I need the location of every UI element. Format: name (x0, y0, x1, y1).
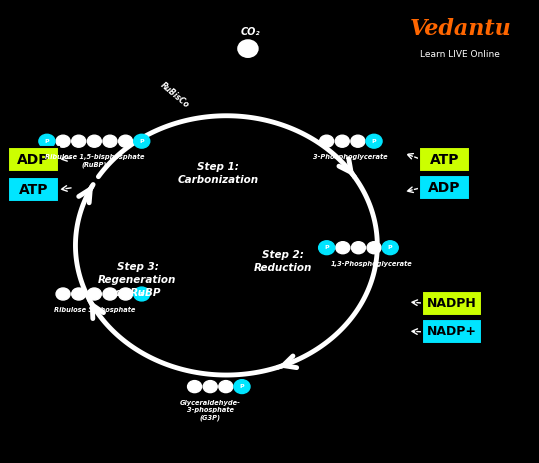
Text: Ribulose 5-phosphate: Ribulose 5-phosphate (54, 307, 135, 313)
Circle shape (72, 288, 86, 300)
Circle shape (56, 288, 70, 300)
Text: Step 2:
Reduction: Step 2: Reduction (254, 250, 312, 273)
Circle shape (103, 288, 117, 300)
Text: ADP: ADP (429, 181, 461, 194)
FancyBboxPatch shape (8, 177, 59, 202)
Circle shape (219, 381, 233, 393)
Text: Learn LIVE Online: Learn LIVE Online (420, 50, 500, 59)
Text: Ribulose 1,5-bisphosphate
(RuBP): Ribulose 1,5-bisphosphate (RuBP) (45, 154, 144, 168)
Text: Step 3:
Regeneration
of RuBP: Step 3: Regeneration of RuBP (98, 262, 177, 298)
Text: P: P (140, 139, 144, 144)
Circle shape (238, 40, 258, 57)
Circle shape (351, 135, 365, 147)
Text: RuBisCo: RuBisCo (159, 80, 191, 110)
Circle shape (119, 135, 133, 147)
Circle shape (119, 288, 133, 300)
Circle shape (203, 381, 217, 393)
Text: Glyceraldehyde-
3-phosphate
(G3P): Glyceraldehyde- 3-phosphate (G3P) (180, 400, 240, 421)
Circle shape (134, 287, 150, 301)
Text: P: P (388, 245, 392, 250)
Circle shape (336, 242, 350, 254)
FancyBboxPatch shape (419, 147, 470, 172)
Circle shape (335, 135, 349, 147)
FancyBboxPatch shape (421, 319, 482, 344)
Text: P: P (324, 245, 329, 250)
Text: ATP: ATP (19, 183, 48, 197)
Text: Step 1:
Carbonization: Step 1: Carbonization (178, 162, 259, 185)
FancyBboxPatch shape (8, 147, 59, 172)
Circle shape (134, 134, 150, 148)
Circle shape (319, 241, 335, 255)
Text: NADPH: NADPH (427, 297, 476, 310)
Circle shape (382, 241, 398, 255)
Circle shape (72, 135, 86, 147)
Text: 1,3-Phosphoglycerate: 1,3-Phosphoglycerate (331, 261, 413, 267)
Circle shape (366, 134, 382, 148)
Text: P: P (372, 139, 376, 144)
Text: P: P (45, 139, 49, 144)
Text: P: P (140, 292, 144, 296)
FancyBboxPatch shape (419, 175, 470, 200)
FancyBboxPatch shape (421, 291, 482, 316)
Circle shape (87, 288, 101, 300)
Circle shape (367, 242, 381, 254)
Circle shape (87, 135, 101, 147)
Circle shape (234, 380, 250, 394)
Text: 3-Phosphoglycerate: 3-Phosphoglycerate (313, 154, 388, 160)
Circle shape (188, 381, 202, 393)
Text: ADP: ADP (17, 153, 50, 167)
Circle shape (39, 134, 55, 148)
Circle shape (103, 135, 117, 147)
Text: ATP: ATP (430, 153, 459, 167)
Text: P: P (240, 384, 244, 389)
Circle shape (351, 242, 365, 254)
Circle shape (320, 135, 334, 147)
Text: CO₂: CO₂ (241, 26, 260, 37)
Circle shape (56, 135, 70, 147)
Text: Vedantu: Vedantu (410, 18, 512, 40)
Text: NADP+: NADP+ (427, 325, 476, 338)
